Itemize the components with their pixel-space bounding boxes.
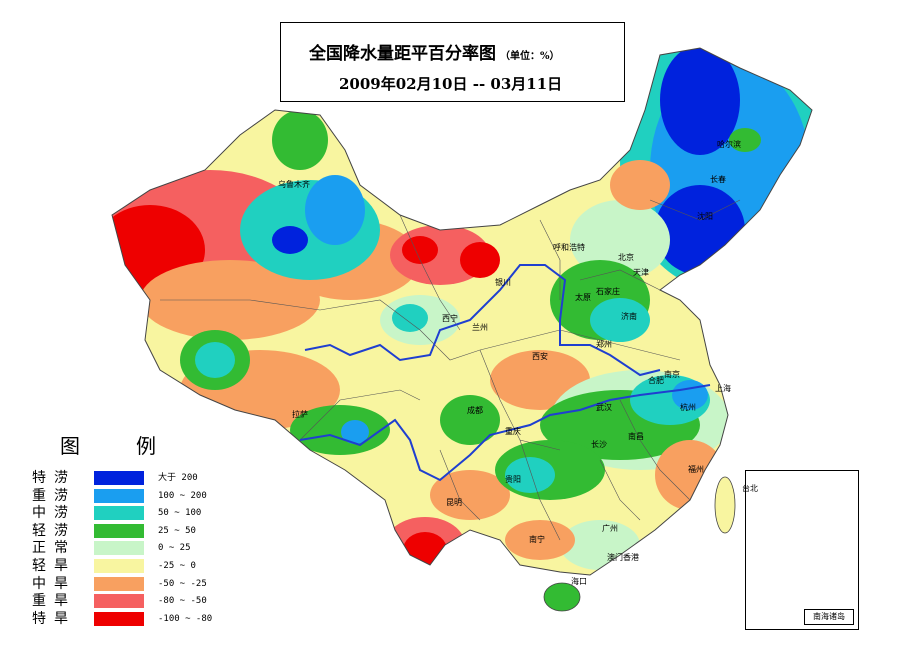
city-label: 成都 bbox=[467, 406, 483, 415]
city-label: 西宁 bbox=[442, 314, 458, 323]
city-label: 南京 bbox=[664, 370, 680, 379]
legend-swatch bbox=[94, 594, 144, 609]
legend-item: 重旱 -80 ~ -50 bbox=[32, 593, 232, 610]
legend-swatch bbox=[94, 488, 144, 503]
city-label: 石家庄 bbox=[596, 287, 620, 296]
city-label: 北京 bbox=[618, 253, 634, 262]
city-label: 武汉 bbox=[596, 403, 612, 412]
legend-item-range: 50 ~ 100 bbox=[158, 508, 202, 519]
south-sea-inset: 南海诸岛 bbox=[745, 470, 859, 630]
legend-item-range: -80 ~ -50 bbox=[158, 596, 207, 607]
legend-item-label: 中涝 bbox=[32, 505, 76, 522]
legend-item-label: 轻涝 bbox=[32, 522, 76, 539]
legend-swatch bbox=[94, 576, 144, 591]
city-label: 福州 bbox=[688, 465, 704, 474]
legend-swatch bbox=[94, 506, 144, 521]
city-label: 长春 bbox=[710, 175, 726, 184]
hainan-island bbox=[543, 582, 581, 612]
city-label: 台北 bbox=[742, 484, 758, 493]
legend-item: 正常 0 ~ 25 bbox=[32, 540, 232, 557]
city-label: 澳门香港 bbox=[607, 553, 639, 562]
legend-item-range: 100 ~ 200 bbox=[158, 490, 207, 501]
unit-label: （单位：%） bbox=[500, 51, 560, 62]
legend-item-label: 重旱 bbox=[32, 593, 76, 610]
inset-label: 南海诸岛 bbox=[804, 609, 854, 625]
city-label: 拉萨 bbox=[292, 410, 308, 419]
title-box: 全国降水量距平百分率图 （单位：%） 2009年02月10日 -- 03月11日 bbox=[280, 22, 625, 102]
city-label: 沈阳 bbox=[697, 212, 713, 221]
city-label: 兰州 bbox=[472, 323, 488, 332]
legend-item-range: -50 ~ -25 bbox=[158, 578, 207, 589]
city-label: 昆明 bbox=[446, 498, 462, 507]
city-label: 天津 bbox=[633, 268, 649, 277]
legend-item: 重涝 100 ~ 200 bbox=[32, 488, 232, 505]
city-label: 哈尔滨 bbox=[717, 140, 741, 149]
legend-swatch bbox=[94, 611, 144, 626]
legend-item: 中涝 50 ~ 100 bbox=[32, 505, 232, 522]
legend-item: 轻旱 -25 ~ 0 bbox=[32, 558, 232, 575]
city-label: 西安 bbox=[532, 352, 548, 361]
city-label: 贵阳 bbox=[505, 475, 521, 484]
city-label: 太原 bbox=[575, 293, 591, 302]
city-label: 济南 bbox=[621, 312, 637, 321]
legend-item-range: 大于 200 bbox=[158, 473, 198, 483]
province-boundaries bbox=[160, 199, 741, 541]
city-label: 乌鲁木齐 bbox=[278, 180, 310, 189]
legend-item-label: 正常 bbox=[32, 540, 76, 557]
legend-item: 中旱 -50 ~ -25 bbox=[32, 576, 232, 593]
city-label: 长沙 bbox=[591, 440, 607, 449]
date-range: 2009年02月10日 -- 03月11日 bbox=[339, 75, 563, 93]
city-label: 广州 bbox=[602, 524, 618, 533]
yellow-river bbox=[304, 264, 661, 377]
legend-item-range: -25 ~ 0 bbox=[158, 561, 196, 571]
map-title: 全国降水量距平百分率图 （单位：%） bbox=[309, 44, 560, 64]
legend-item-label: 特涝 bbox=[32, 470, 76, 486]
city-label: 杭州 bbox=[680, 403, 696, 412]
legend-item-label: 轻旱 bbox=[32, 558, 76, 574]
legend-item-range: 0 ~ 25 bbox=[158, 543, 191, 554]
legend-item: 特旱 -100 ~ -80 bbox=[32, 611, 232, 628]
legend-swatch bbox=[94, 559, 144, 573]
legend-item-range: -100 ~ -80 bbox=[158, 613, 213, 624]
legend-item: 轻涝 25 ~ 50 bbox=[32, 523, 232, 540]
city-label: 南昌 bbox=[628, 432, 644, 441]
legend-swatch bbox=[94, 541, 144, 556]
city-label: 上海 bbox=[715, 384, 731, 393]
city-label: 海口 bbox=[571, 577, 587, 586]
legend-item-label: 重涝 bbox=[32, 487, 76, 504]
legend-swatch bbox=[94, 471, 144, 485]
legend-swatch bbox=[94, 523, 144, 538]
city-label: 合肥 bbox=[648, 376, 664, 385]
city-label: 南宁 bbox=[529, 535, 545, 544]
city-label: 郑州 bbox=[596, 340, 612, 349]
city-label: 重庆 bbox=[505, 427, 521, 436]
legend-item: 特涝 大于 200 bbox=[32, 470, 232, 487]
legend-title: 图例 bbox=[60, 434, 212, 458]
china-border bbox=[111, 47, 813, 576]
city-label: 呼和浩特 bbox=[553, 243, 585, 252]
legend-item-range: 25 ~ 50 bbox=[158, 525, 196, 536]
yangtze-river bbox=[299, 384, 711, 482]
legend-item-label: 特旱 bbox=[32, 610, 76, 627]
legend-item-label: 中旱 bbox=[32, 575, 76, 592]
taiwan-island bbox=[714, 476, 736, 534]
city-label: 银川 bbox=[495, 278, 511, 287]
